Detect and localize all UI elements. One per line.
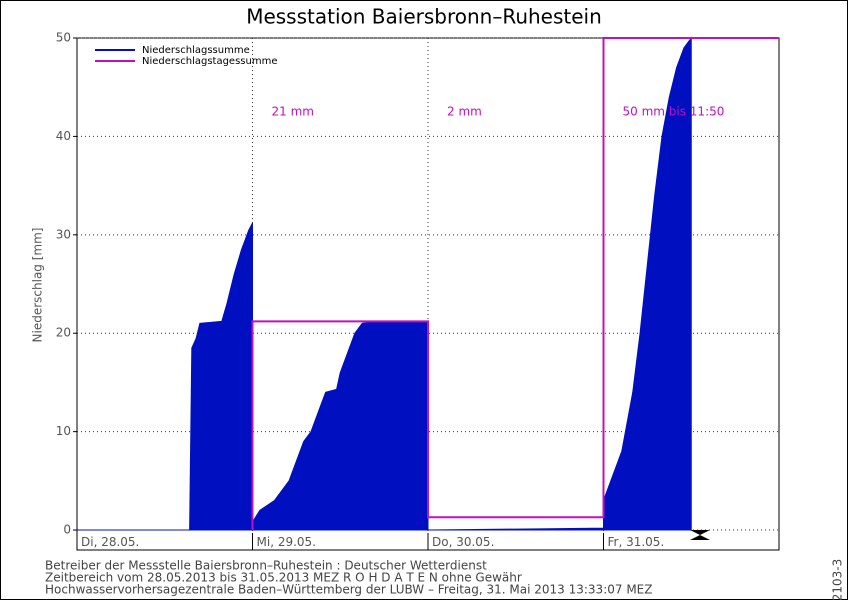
footer-line: Betreiber der Messstelle Baiersbronn–Ruh… [45, 559, 487, 573]
x-tick-label: Mi, 29.05. [257, 535, 316, 549]
x-tick-label: Fr, 31.05. [608, 535, 665, 549]
y-tick-label: 0 [63, 523, 71, 537]
x-tick-label: Do, 30.05. [432, 535, 494, 549]
step-line [251, 37, 779, 531]
legend-label: Niederschlagssumme [142, 45, 250, 56]
annotation: 2 mm [447, 105, 482, 119]
chart-title: Messstation Baiersbronn–Ruhestein [246, 5, 602, 29]
y-tick-label: 40 [56, 129, 71, 143]
time-marker [690, 530, 710, 540]
footer-line: Hochwasservorhersagezentrale Baden–Württ… [45, 583, 652, 597]
legend-label: Niederschlagstagessumme [142, 56, 277, 67]
y-axis-label: Niederschlag [mm] [31, 228, 45, 343]
y-tick-label: 30 [56, 227, 71, 241]
footer-line: Zeitbereich vom 28.05.2013 bis 31.05.201… [45, 571, 522, 585]
annotation: 21 mm [272, 105, 314, 119]
y-tick-label: 50 [56, 31, 71, 45]
annotation: 50 mm bis 11:50 [623, 105, 725, 119]
side-label: 2103-3 [831, 559, 845, 600]
area [77, 36, 692, 531]
y-tick-label: 20 [56, 326, 71, 340]
y-tick-label: 10 [56, 424, 71, 438]
x-tick-label: Di, 28.05. [81, 535, 139, 549]
